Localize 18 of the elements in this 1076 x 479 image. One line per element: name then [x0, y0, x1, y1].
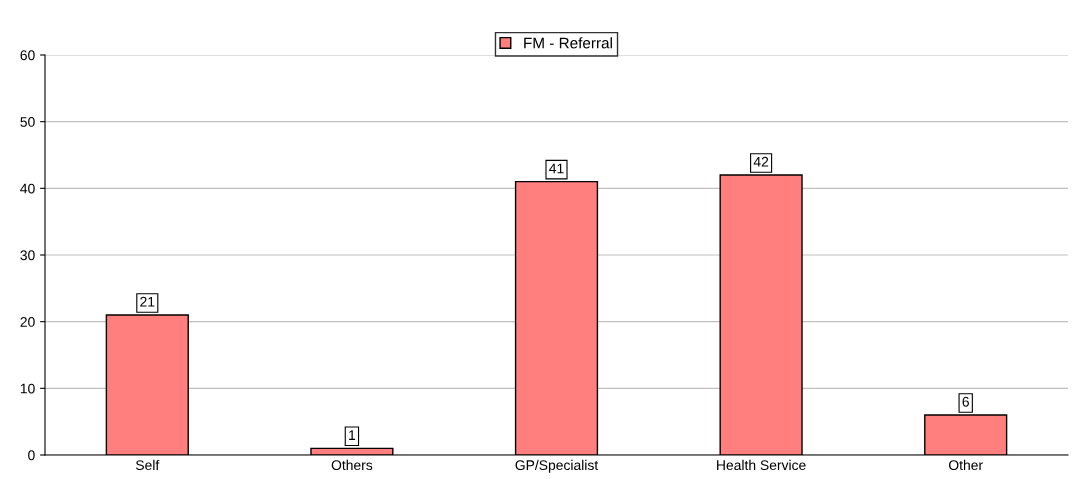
y-tick-label: 20 [20, 317, 35, 327]
y-tick-label: 0 [28, 450, 35, 461]
y-tick-label: 30 [20, 250, 35, 261]
legend-label: FM - Referral [524, 37, 612, 49]
data-label: 1 [349, 430, 356, 440]
data-label: 41 [549, 163, 564, 174]
x-tick-label: Other [948, 459, 983, 471]
data-label: 42 [753, 156, 769, 167]
x-tick-label: Health Service [717, 459, 806, 471]
x-tick-label: GP/Specialist [515, 459, 599, 473]
data-label: 6 [962, 396, 969, 407]
y-tick-label: 50 [20, 117, 35, 127]
x-tick-label: Self [135, 459, 160, 471]
y-tick-label: 10 [20, 383, 35, 394]
x-tick-label: Others [331, 459, 373, 471]
y-tick-label: 40 [20, 183, 35, 194]
y-tick-label: 60 [20, 50, 35, 61]
data-label: 21 [140, 296, 155, 307]
